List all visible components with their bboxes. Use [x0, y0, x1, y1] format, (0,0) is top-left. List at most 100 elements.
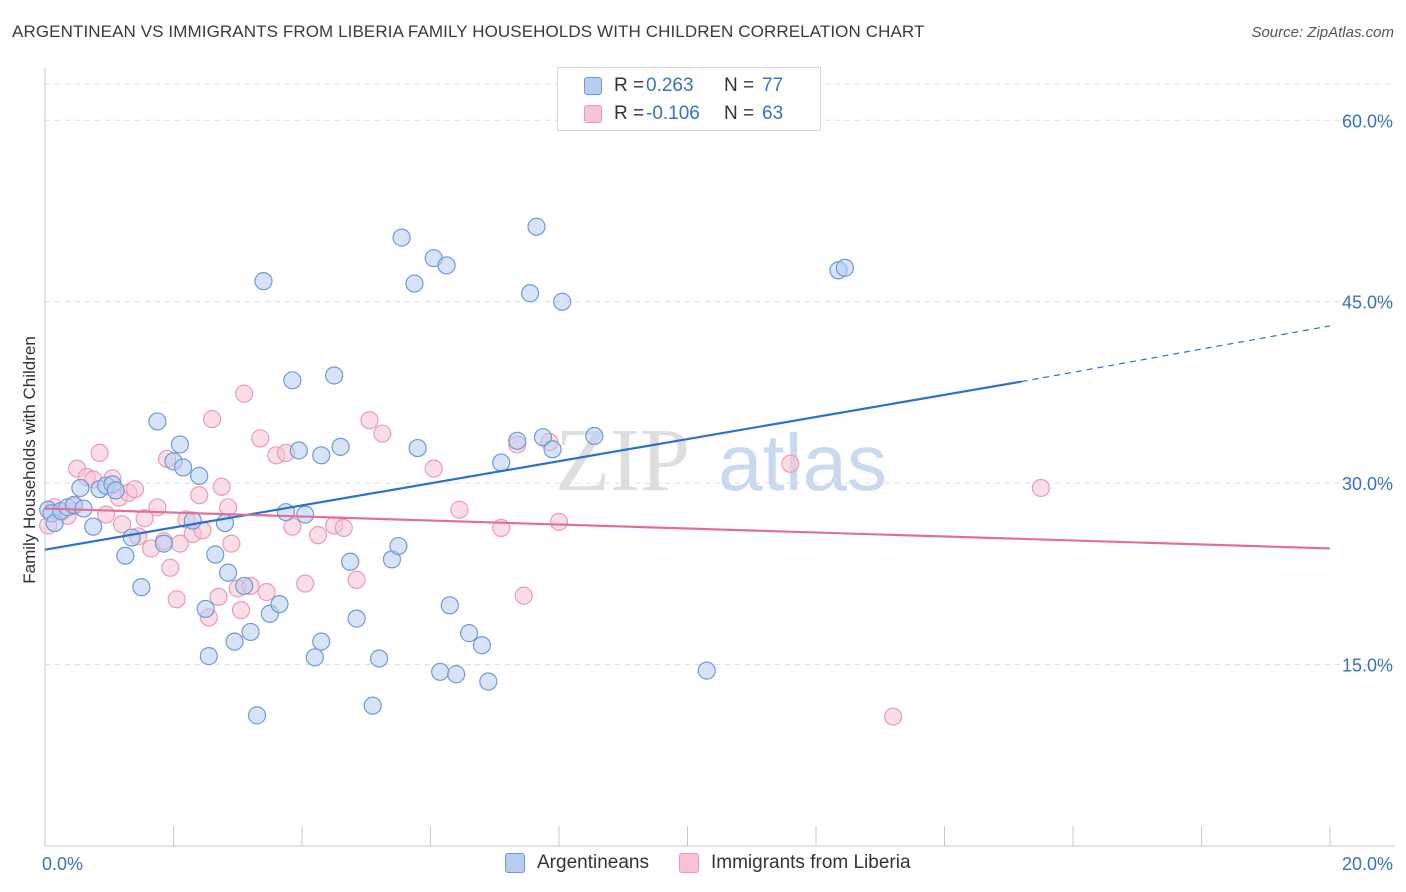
x-tick-label: 0.0%: [42, 854, 83, 874]
data-point: [697, 661, 716, 680]
data-point: [883, 707, 903, 726]
data-point: [96, 505, 116, 524]
legend-swatch-pink: [584, 105, 602, 123]
legend-swatch-blue: [505, 853, 525, 873]
data-point: [533, 428, 553, 447]
data-point: [296, 574, 315, 593]
data-point: [196, 599, 215, 619]
data-point: [190, 466, 209, 485]
legend-item-liberia[interactable]: Immigrants from Liberia: [678, 852, 911, 874]
data-point: [190, 486, 209, 505]
legend-row-liberia: R = -0.106 N = 63: [584, 100, 783, 128]
data-point: [183, 511, 202, 530]
y-tick-label: 15.0%: [1342, 656, 1393, 676]
legend-r-value: -0.106: [646, 103, 700, 124]
data-point: [212, 477, 231, 496]
data-point: [527, 217, 546, 236]
trend-line-argentineans-extension: [1021, 325, 1331, 383]
data-point: [437, 256, 456, 275]
data-point: [148, 412, 167, 431]
data-point: [472, 636, 491, 655]
data-point: [289, 441, 308, 460]
legend-n-label: N =: [724, 75, 755, 96]
watermark-atlas: atlas: [718, 418, 887, 507]
chart-title: ARGENTINEAN VS IMMIGRANTS FROM LIBERIA F…: [12, 22, 925, 41]
data-point: [1031, 478, 1050, 498]
data-point: [325, 366, 344, 385]
data-point: [270, 594, 289, 614]
data-point: [154, 534, 173, 553]
data-point: [135, 509, 154, 528]
series-argentineans-points: [39, 217, 855, 725]
data-point: [112, 515, 132, 534]
y-tick-label: 60.0%: [1342, 111, 1393, 131]
legend-r-label: R =: [614, 103, 645, 124]
data-point: [543, 440, 562, 459]
data-point: [405, 274, 424, 293]
data-point: [459, 624, 479, 643]
watermark: ZIP atlas: [555, 411, 887, 510]
legend-n-label: N =: [724, 103, 755, 124]
data-point: [447, 665, 466, 684]
data-point: [90, 443, 109, 463]
data-point: [520, 284, 540, 303]
legend-n-value: 77: [762, 75, 784, 96]
data-point: [450, 500, 469, 519]
data-point: [553, 292, 572, 311]
data-point: [424, 459, 443, 478]
data-point: [392, 228, 411, 247]
data-point: [347, 570, 366, 590]
axes: [44, 68, 1395, 847]
legend-row-argentineans: R = 0.263 N = 77: [584, 72, 783, 100]
legend-label-liberia: Immigrants from Liberia: [710, 852, 911, 873]
legend-item-argentineans[interactable]: Argentineans: [505, 852, 649, 874]
data-point: [492, 453, 511, 472]
data-point: [370, 649, 389, 668]
data-point: [341, 552, 360, 571]
data-point: [132, 578, 151, 597]
series-legend: Argentineans Immigrants from Liberia: [505, 852, 941, 874]
data-point: [283, 371, 302, 390]
data-point: [251, 429, 270, 448]
data-point: [170, 435, 190, 454]
data-point: [222, 534, 241, 553]
y-axis-label: Family Households with Children: [20, 336, 39, 584]
data-point: [174, 458, 193, 477]
data-point: [479, 672, 498, 691]
data-point: [331, 437, 350, 456]
data-point: [308, 526, 328, 545]
data-point: [202, 409, 222, 429]
data-point: [167, 590, 186, 609]
data-point: [347, 609, 366, 628]
data-point: [231, 601, 251, 620]
trend-line-liberia: [44, 507, 1331, 550]
x-tick-label: 20.0%: [1342, 854, 1393, 874]
tick-labels: 15.0% 30.0% 45.0% 60.0% 0.0% 20.0%: [42, 111, 1393, 874]
data-point: [254, 272, 273, 291]
data-point: [431, 662, 450, 681]
data-point: [84, 517, 103, 536]
legend-label-argentineans: Argentineans: [537, 852, 649, 873]
data-point: [363, 696, 382, 715]
legend-r-value: 0.263: [646, 75, 694, 96]
correlation-legend: R = 0.263 N = 77 R = -0.106 N = 63: [557, 67, 821, 131]
data-point: [360, 411, 379, 430]
y-tick-label: 30.0%: [1342, 474, 1393, 494]
trend-line-argentineans: [44, 380, 1022, 551]
data-point: [585, 426, 604, 446]
data-point: [257, 582, 276, 602]
data-point: [296, 505, 315, 524]
data-point: [312, 446, 331, 465]
data-point: [71, 478, 90, 498]
data-point: [125, 480, 145, 499]
data-point: [225, 632, 244, 651]
data-point: [219, 563, 238, 582]
data-point: [334, 518, 353, 537]
data-point: [209, 587, 228, 606]
data-point: [235, 576, 254, 596]
watermark-zip: ZIP: [555, 411, 690, 510]
data-point: [781, 454, 800, 473]
y-tick-label: 45.0%: [1342, 293, 1393, 313]
data-point: [373, 424, 392, 443]
